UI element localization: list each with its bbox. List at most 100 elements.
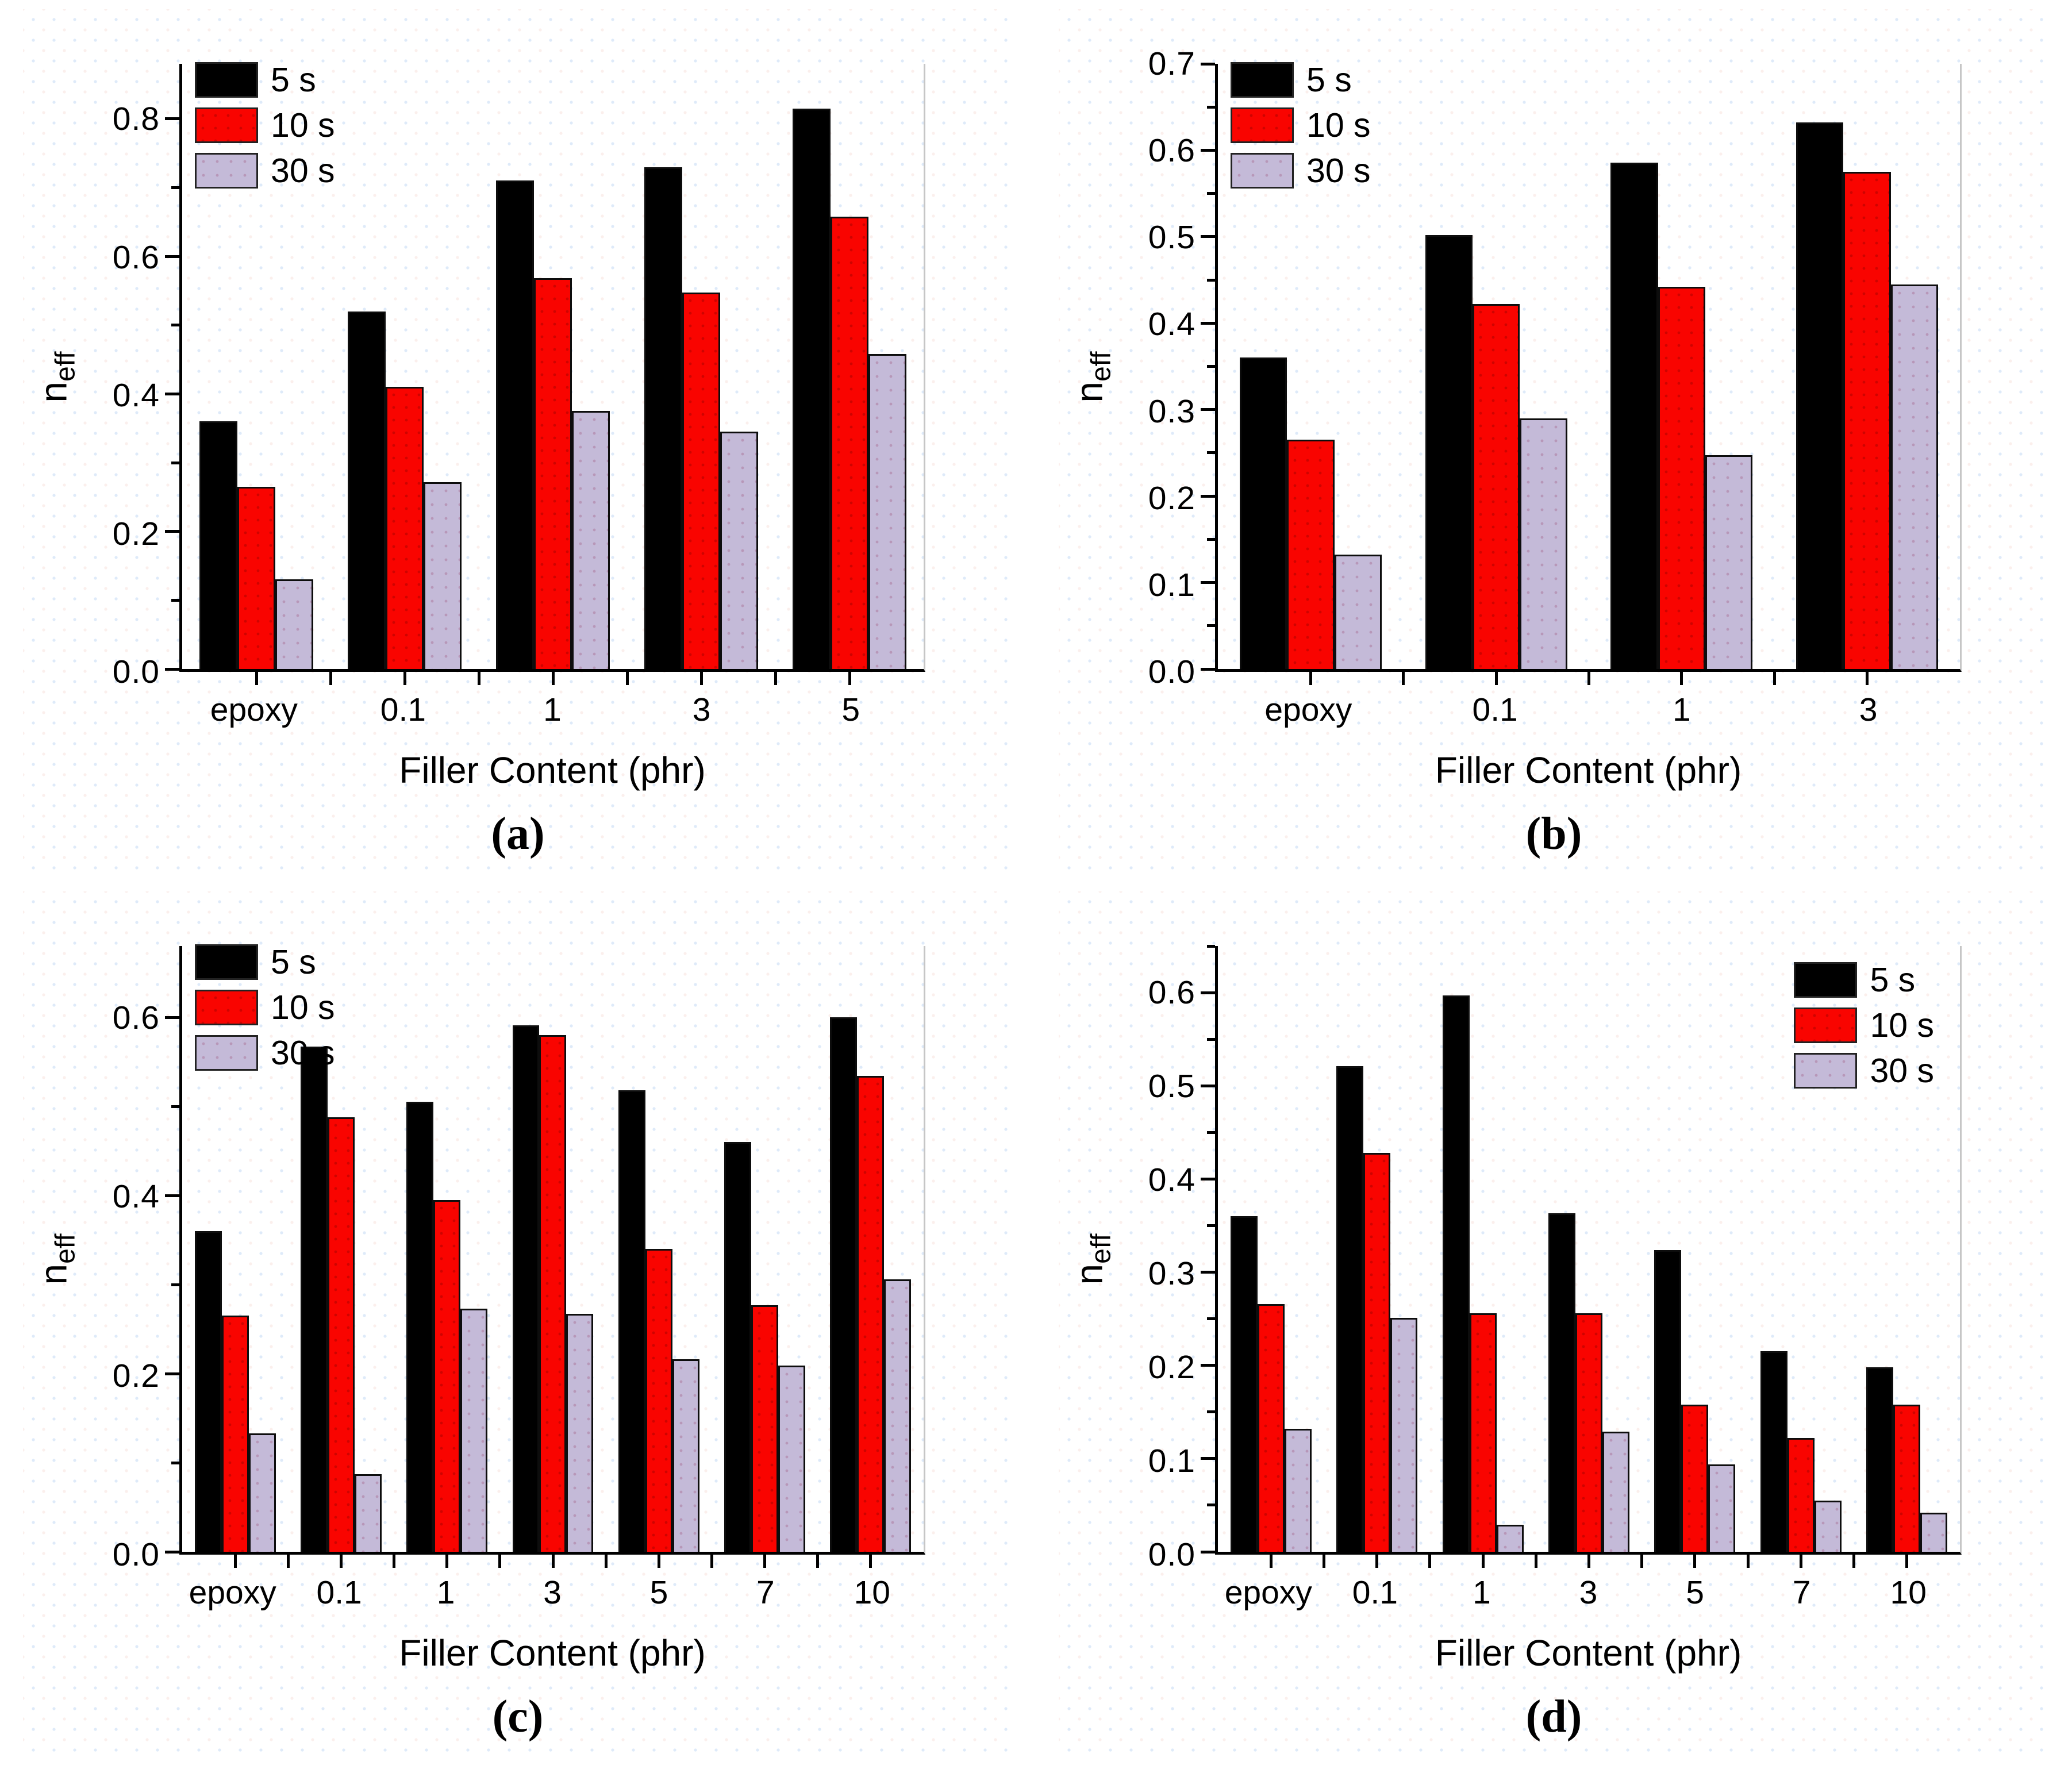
bar-10s-0.1 <box>386 387 424 669</box>
bar-group-3 <box>1774 64 1960 669</box>
x-tick-label: 7 <box>1792 1574 1811 1611</box>
bar-10s-0.1 <box>1363 1152 1391 1552</box>
bar-30s-3 <box>1602 1431 1629 1552</box>
bar-30s-3 <box>1890 284 1939 669</box>
x-boundary-tick <box>1640 1555 1644 1568</box>
y-tick-label: 0.0 <box>112 653 160 690</box>
legend-swatch-30s <box>195 1035 258 1071</box>
bar-30s-7 <box>1814 1500 1842 1552</box>
legend-label: 30 s <box>1870 1052 1934 1090</box>
x-boundary-tick <box>498 1555 502 1568</box>
y-tick <box>1207 365 1215 368</box>
bar-10s-1 <box>1469 1313 1497 1552</box>
y-tick <box>165 1194 179 1197</box>
bar-10s-1 <box>1658 287 1706 669</box>
x-tick <box>255 672 258 685</box>
legend-label: 30 s <box>271 152 335 190</box>
x-tick-label: 0.1 <box>316 1574 362 1611</box>
bar-10s-0.1 <box>1472 304 1520 669</box>
legend-swatch-5s <box>1794 962 1858 998</box>
legend-swatch-10s <box>195 990 258 1025</box>
bar-30s-0.1 <box>1520 418 1567 669</box>
x-tick <box>1494 672 1498 685</box>
legend-label: 30 s <box>1306 152 1371 190</box>
bar-group-0.1 <box>288 946 394 1552</box>
bar-5s-epoxy <box>1230 1216 1258 1552</box>
y-tick <box>1201 1550 1215 1553</box>
y-tick <box>1201 1177 1215 1180</box>
chart-panel-c: neff 0.0 0.2 0.4 0.6 5 s 10 s 30 s epoxy 0.1 1 3… <box>23 891 1013 1756</box>
bar-group-1 <box>1589 64 1775 669</box>
x-tick-label: 0.1 <box>380 691 426 728</box>
legend-item: 5 s <box>1794 960 1934 999</box>
y-tick-label: 0.1 <box>1148 566 1195 603</box>
bar-30s-0.1 <box>1390 1318 1418 1552</box>
y-tick <box>171 598 179 602</box>
x-tick-labels: epoxy 0.1 1 3 5 7 10 <box>1215 1563 1962 1618</box>
bar-5s-10 <box>1866 1367 1894 1552</box>
y-tick <box>165 117 179 121</box>
legend-swatch-10s <box>1231 107 1294 143</box>
bar-10s-5 <box>645 1249 672 1552</box>
bar-5s-3 <box>1796 122 1844 669</box>
legend-item: 30 s <box>195 151 335 190</box>
x-axis-title: Filler Content (phr) <box>399 749 706 791</box>
bar-5s-10 <box>830 1017 858 1552</box>
bar-group-7 <box>712 946 817 1552</box>
x-tick <box>445 1555 449 1568</box>
bar-groups <box>182 64 924 669</box>
bar-10s-7 <box>1787 1438 1815 1552</box>
x-tick-label: 0.1 <box>1352 1574 1398 1611</box>
x-tick-labels: epoxy 0.1 1 3 <box>1215 680 1962 735</box>
y-tick <box>1201 321 1215 325</box>
chart-panel-a: neff 0.0 0.2 0.4 0.6 0.8 5 s 10 s 30 s epoxy 0.… <box>23 9 1013 873</box>
y-tick <box>1201 1457 1215 1460</box>
x-boundary-tick <box>1428 1555 1432 1568</box>
legend-label: 10 s <box>271 106 335 144</box>
bar-group-5 <box>1642 946 1748 1552</box>
bar-group-epoxy <box>182 946 288 1552</box>
legend-label: 5 s <box>1870 961 1916 999</box>
x-boundary-tick <box>1402 672 1405 685</box>
legend-label: 10 s <box>1306 106 1371 144</box>
y-tick-label: 0.5 <box>1148 219 1195 256</box>
legend: 5 s 10 s 30 s <box>1794 960 1934 1090</box>
y-tick <box>165 1372 179 1375</box>
x-tick-label: 3 <box>1859 691 1878 728</box>
bar-group-epoxy <box>182 64 330 669</box>
legend: 5 s 10 s 30 s <box>1231 60 1371 190</box>
y-tick-label: 0.2 <box>112 515 160 552</box>
plot-area: 5 s 10 s 30 s <box>1201 61 1962 685</box>
y-tick <box>1207 1224 1215 1227</box>
chart-panel-b: neff 0.0 0.1 0.2 0.3 0.4 0.5 0.6 0.7 5 s 10 s 30 … <box>1059 9 2049 873</box>
x-boundary-tick <box>625 672 629 685</box>
bar-5s-5 <box>618 1090 645 1552</box>
x-tick-label: epoxy <box>1224 1574 1312 1611</box>
y-tick-label: 0.3 <box>1148 1255 1195 1293</box>
legend: 5 s 10 s 30 s <box>195 60 335 190</box>
y-tick <box>1201 148 1215 152</box>
bar-5s-5 <box>793 108 831 669</box>
legend-label: 5 s <box>271 61 316 99</box>
bar-5s-1 <box>1442 995 1470 1552</box>
x-boundary-tick <box>393 1555 396 1568</box>
x-boundary-tick <box>1534 1555 1537 1568</box>
y-tick <box>1207 1317 1215 1321</box>
bar-group-0.1 <box>1324 946 1429 1552</box>
x-tick <box>1866 672 1869 685</box>
bar-5s-0.1 <box>1425 234 1473 669</box>
bar-30s-1 <box>571 411 610 669</box>
y-tick-label: 0.5 <box>1148 1068 1195 1105</box>
x-boundary-tick <box>477 672 480 685</box>
x-boundary-tick <box>774 672 777 685</box>
bar-5s-epoxy <box>194 1231 222 1552</box>
x-tick-label: 1 <box>543 691 562 728</box>
x-boundary-tick <box>710 1555 713 1568</box>
x-tick <box>1269 1555 1273 1568</box>
y-tick <box>1201 62 1215 66</box>
y-tick-label: 0.6 <box>112 999 160 1036</box>
y-tick <box>1201 235 1215 239</box>
x-tick <box>1693 1555 1697 1568</box>
x-boundary-tick <box>604 1555 608 1568</box>
